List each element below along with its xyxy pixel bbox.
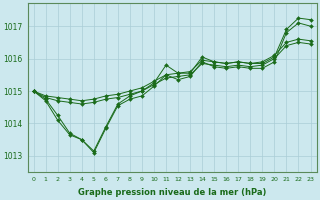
X-axis label: Graphe pression niveau de la mer (hPa): Graphe pression niveau de la mer (hPa) [78,188,266,197]
